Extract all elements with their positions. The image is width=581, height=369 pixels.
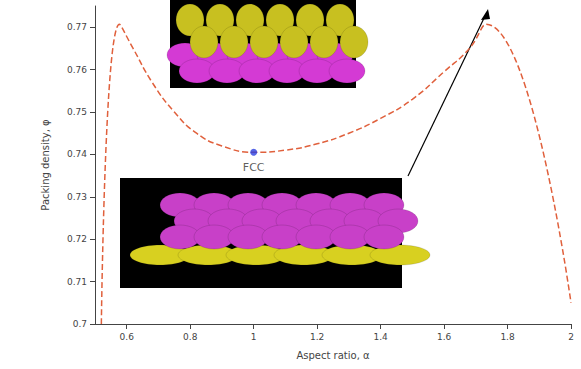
svg-text:0.8: 0.8	[183, 332, 198, 342]
svg-text:1.2: 1.2	[310, 332, 324, 342]
svg-text:0.6: 0.6	[120, 332, 135, 342]
svg-text:1.6: 1.6	[437, 332, 452, 342]
svg-text:0.76: 0.76	[67, 65, 87, 75]
svg-text:1.8: 1.8	[500, 332, 515, 342]
svg-text:1: 1	[251, 332, 257, 342]
svg-text:Packing density, φ: Packing density, φ	[40, 119, 51, 211]
svg-text:0.77: 0.77	[67, 22, 87, 32]
svg-text:0.73: 0.73	[67, 192, 87, 202]
svg-text:FCC: FCC	[243, 161, 265, 174]
svg-text:0.71: 0.71	[67, 277, 87, 287]
svg-text:2: 2	[568, 332, 574, 342]
svg-text:0.75: 0.75	[67, 107, 87, 117]
svg-text:0.72: 0.72	[67, 234, 87, 244]
svg-text:1.4: 1.4	[373, 332, 388, 342]
svg-text:0.7: 0.7	[73, 319, 87, 329]
svg-text:0.74: 0.74	[67, 149, 87, 159]
svg-text:Aspect ratio, α: Aspect ratio, α	[296, 350, 370, 361]
